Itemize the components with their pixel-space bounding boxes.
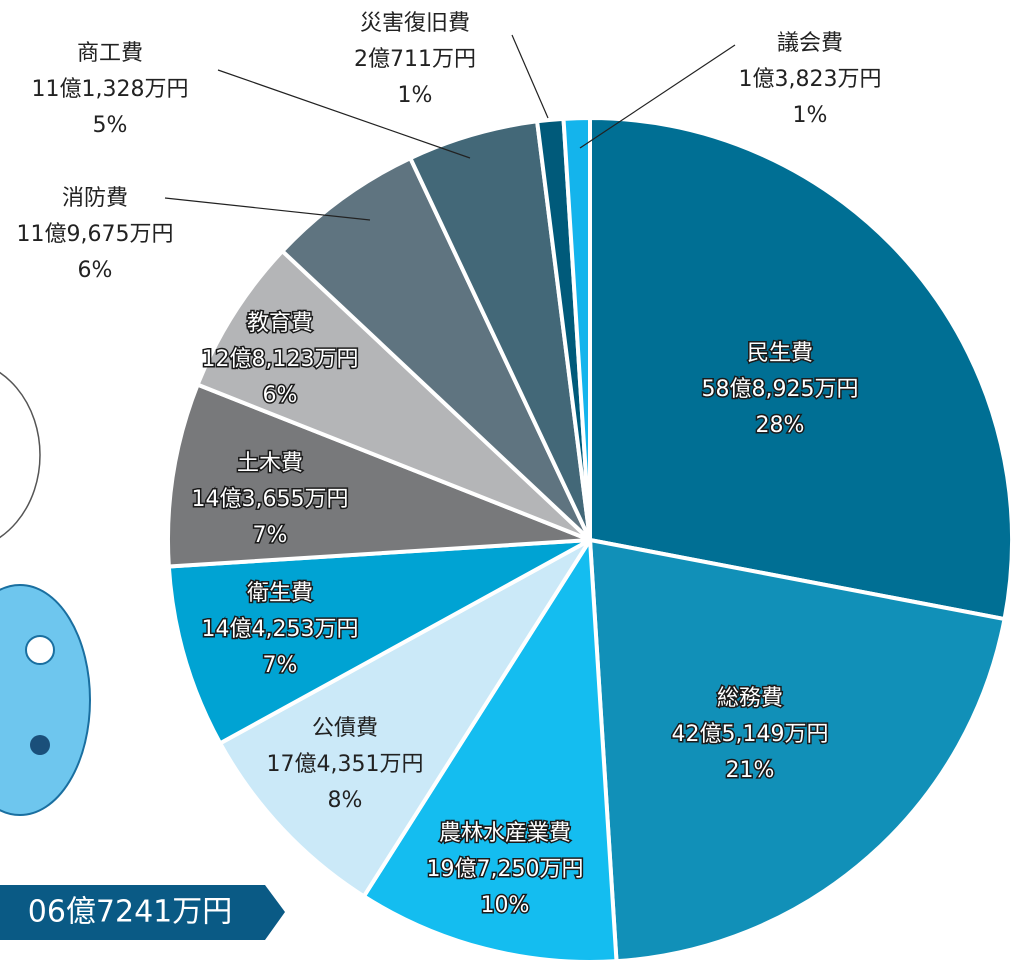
slice-percent: 10% [481,893,530,918]
chart: 06億7241万円 民生費 58億8,925万円 28% 総務費 42億5,149万円 2… [0,0,1018,963]
slice-percent: 8% [328,788,363,813]
slice-amount: 12億8,123万円 [202,347,359,372]
slice-category: 消防費 [62,186,128,211]
slice-category: 土木費 [237,451,303,476]
slice-category: 議会費 [777,31,843,56]
slice-percent: 1% [793,103,828,128]
slice-percent: 1% [398,83,433,108]
slice-percent: 7% [263,653,298,678]
slice-amount: 42億5,149万円 [672,722,829,747]
total-label: 06億7241万円 [28,895,233,930]
slice-category: 公債費 [312,716,378,741]
slice-amount: 11億1,328万円 [32,77,189,102]
slice-category: 商工費 [77,41,143,66]
slice-amount: 17億4,351万円 [267,752,424,777]
pie-slice [590,118,1012,619]
leader-line [512,35,548,118]
slice-percent: 5% [93,113,128,138]
slice-amount: 14億3,655万円 [192,487,349,512]
slice-amount: 11億9,675万円 [17,222,174,247]
slice-percent: 21% [726,758,775,783]
slice-percent: 7% [253,523,288,548]
mascot [0,585,90,815]
slice-amount: 19億7,250万円 [427,857,584,882]
slice-category: 民生費 [747,341,813,366]
slice-percent: 6% [263,383,298,408]
slice-amount: 58億8,925万円 [702,377,859,402]
slice-category: 農林水産業費 [439,821,571,846]
speech-bubble [0,360,40,550]
slice-category: 災害復旧費 [360,11,470,36]
page: 06億7241万円 民生費 58億8,925万円 28% 総務費 42億5,149万円 2… [0,0,1018,963]
slice-amount: 14億4,253万円 [202,617,359,642]
slice-category: 衛生費 [247,581,313,606]
slice-category: 総務費 [717,686,783,711]
slice-amount: 1億3,823万円 [739,67,882,92]
slice-amount: 2億711万円 [354,47,476,72]
slice-category: 教育費 [247,311,313,336]
slice-percent: 28% [756,413,805,438]
slice-percent: 6% [78,258,113,283]
